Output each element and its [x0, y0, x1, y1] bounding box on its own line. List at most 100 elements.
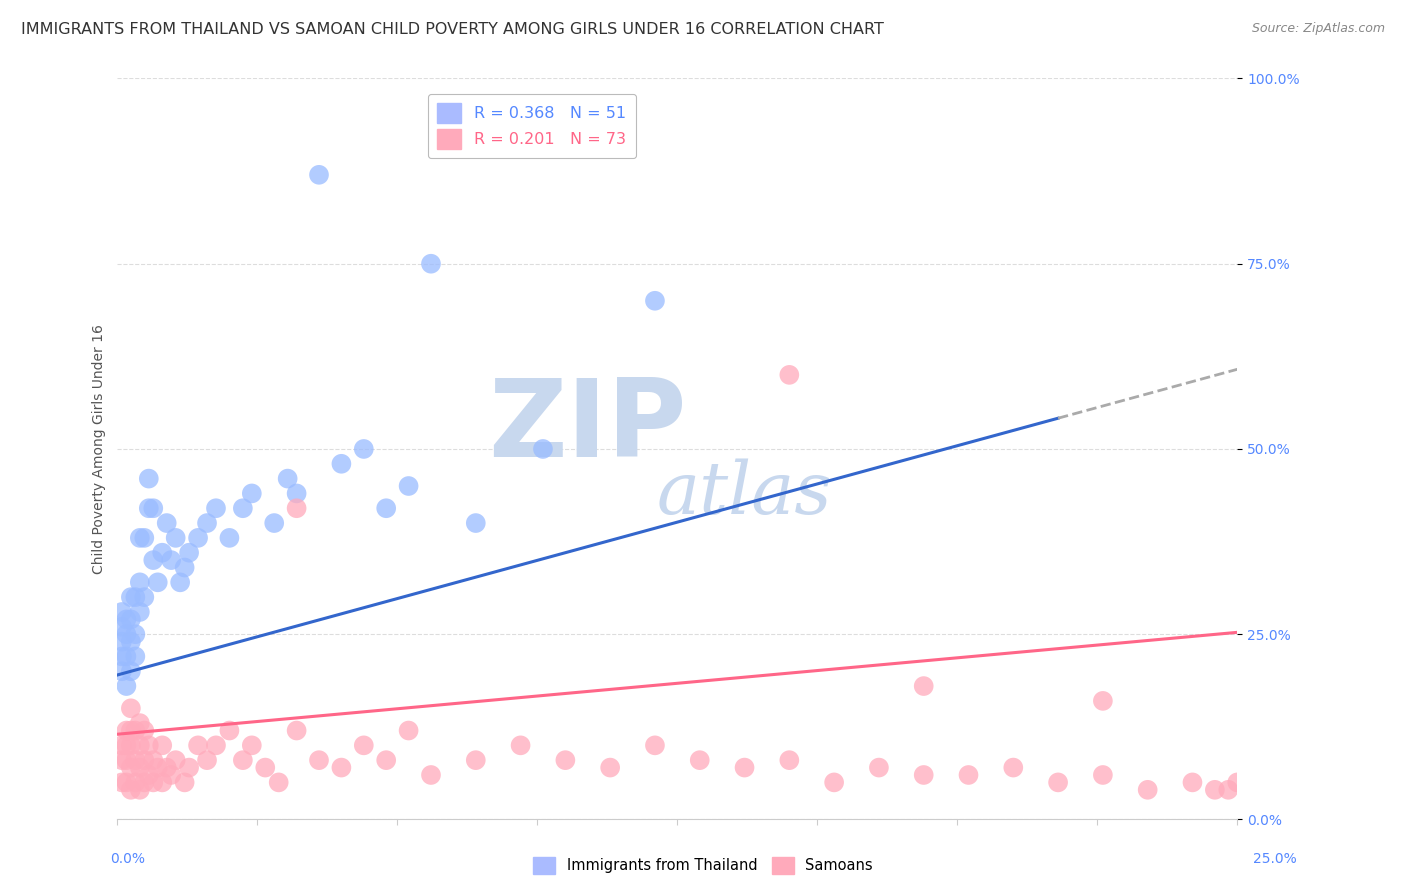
Point	[111, 753, 134, 767]
Point	[150, 546, 173, 560]
Point	[179, 546, 201, 560]
Point	[232, 501, 254, 516]
Point	[330, 761, 353, 775]
Point	[128, 531, 150, 545]
Point	[115, 649, 138, 664]
Point	[868, 761, 890, 775]
Point	[173, 560, 195, 574]
Point	[120, 634, 142, 648]
Point	[420, 257, 443, 271]
Point	[156, 516, 179, 530]
Point	[398, 479, 420, 493]
Point	[267, 775, 290, 789]
Point	[146, 761, 169, 775]
Point	[195, 516, 218, 530]
Point	[218, 723, 240, 738]
Point	[165, 753, 187, 767]
Point	[778, 753, 800, 767]
Point	[111, 620, 134, 634]
Point	[138, 739, 160, 753]
Point	[165, 531, 187, 545]
Point	[353, 739, 375, 753]
Point	[240, 739, 263, 753]
Point	[232, 753, 254, 767]
Point	[734, 761, 756, 775]
Point	[115, 775, 138, 789]
Legend: R = 0.368   N = 51, R = 0.201   N = 73: R = 0.368 N = 51, R = 0.201 N = 73	[427, 94, 636, 159]
Text: ZIP: ZIP	[488, 374, 688, 480]
Point	[644, 293, 666, 308]
Point	[160, 768, 183, 782]
Point	[128, 739, 150, 753]
Point	[124, 627, 146, 641]
Text: 25.0%: 25.0%	[1253, 853, 1296, 866]
Point	[1226, 775, 1249, 789]
Point	[1181, 775, 1204, 789]
Y-axis label: Child Poverty Among Girls Under 16: Child Poverty Among Girls Under 16	[93, 324, 107, 574]
Point	[134, 753, 156, 767]
Point	[115, 723, 138, 738]
Point	[1136, 782, 1159, 797]
Point	[912, 679, 935, 693]
Point	[912, 768, 935, 782]
Point	[120, 782, 142, 797]
Point	[308, 753, 330, 767]
Point	[187, 739, 209, 753]
Point	[173, 775, 195, 789]
Point	[150, 739, 173, 753]
Point	[124, 590, 146, 604]
Point	[823, 775, 845, 789]
Point	[187, 531, 209, 545]
Legend: Immigrants from Thailand, Samoans: Immigrants from Thailand, Samoans	[527, 851, 879, 880]
Point	[689, 753, 711, 767]
Point	[1091, 768, 1114, 782]
Point	[531, 442, 554, 456]
Point	[1204, 782, 1226, 797]
Point	[134, 531, 156, 545]
Point	[120, 761, 142, 775]
Point	[156, 761, 179, 775]
Point	[142, 753, 165, 767]
Point	[115, 739, 138, 753]
Point	[138, 768, 160, 782]
Point	[1091, 694, 1114, 708]
Point	[120, 665, 142, 679]
Point	[160, 553, 183, 567]
Point	[195, 753, 218, 767]
Point	[285, 723, 308, 738]
Point	[277, 472, 299, 486]
Point	[599, 761, 621, 775]
Point	[330, 457, 353, 471]
Point	[124, 649, 146, 664]
Point	[120, 739, 142, 753]
Point	[179, 761, 201, 775]
Point	[138, 472, 160, 486]
Point	[134, 590, 156, 604]
Point	[128, 605, 150, 619]
Point	[509, 739, 531, 753]
Point	[353, 442, 375, 456]
Point	[644, 739, 666, 753]
Point	[115, 627, 138, 641]
Point	[128, 761, 150, 775]
Point	[124, 775, 146, 789]
Point	[308, 168, 330, 182]
Point	[254, 761, 277, 775]
Text: Source: ZipAtlas.com: Source: ZipAtlas.com	[1251, 22, 1385, 36]
Point	[150, 775, 173, 789]
Point	[120, 612, 142, 626]
Point	[205, 739, 228, 753]
Point	[464, 516, 486, 530]
Point	[263, 516, 285, 530]
Point	[111, 634, 134, 648]
Text: 0.0%: 0.0%	[110, 853, 145, 866]
Point	[146, 575, 169, 590]
Point	[111, 649, 134, 664]
Point	[120, 701, 142, 715]
Point	[134, 775, 156, 789]
Point	[111, 605, 134, 619]
Point	[778, 368, 800, 382]
Point	[115, 679, 138, 693]
Point	[115, 612, 138, 626]
Point	[285, 501, 308, 516]
